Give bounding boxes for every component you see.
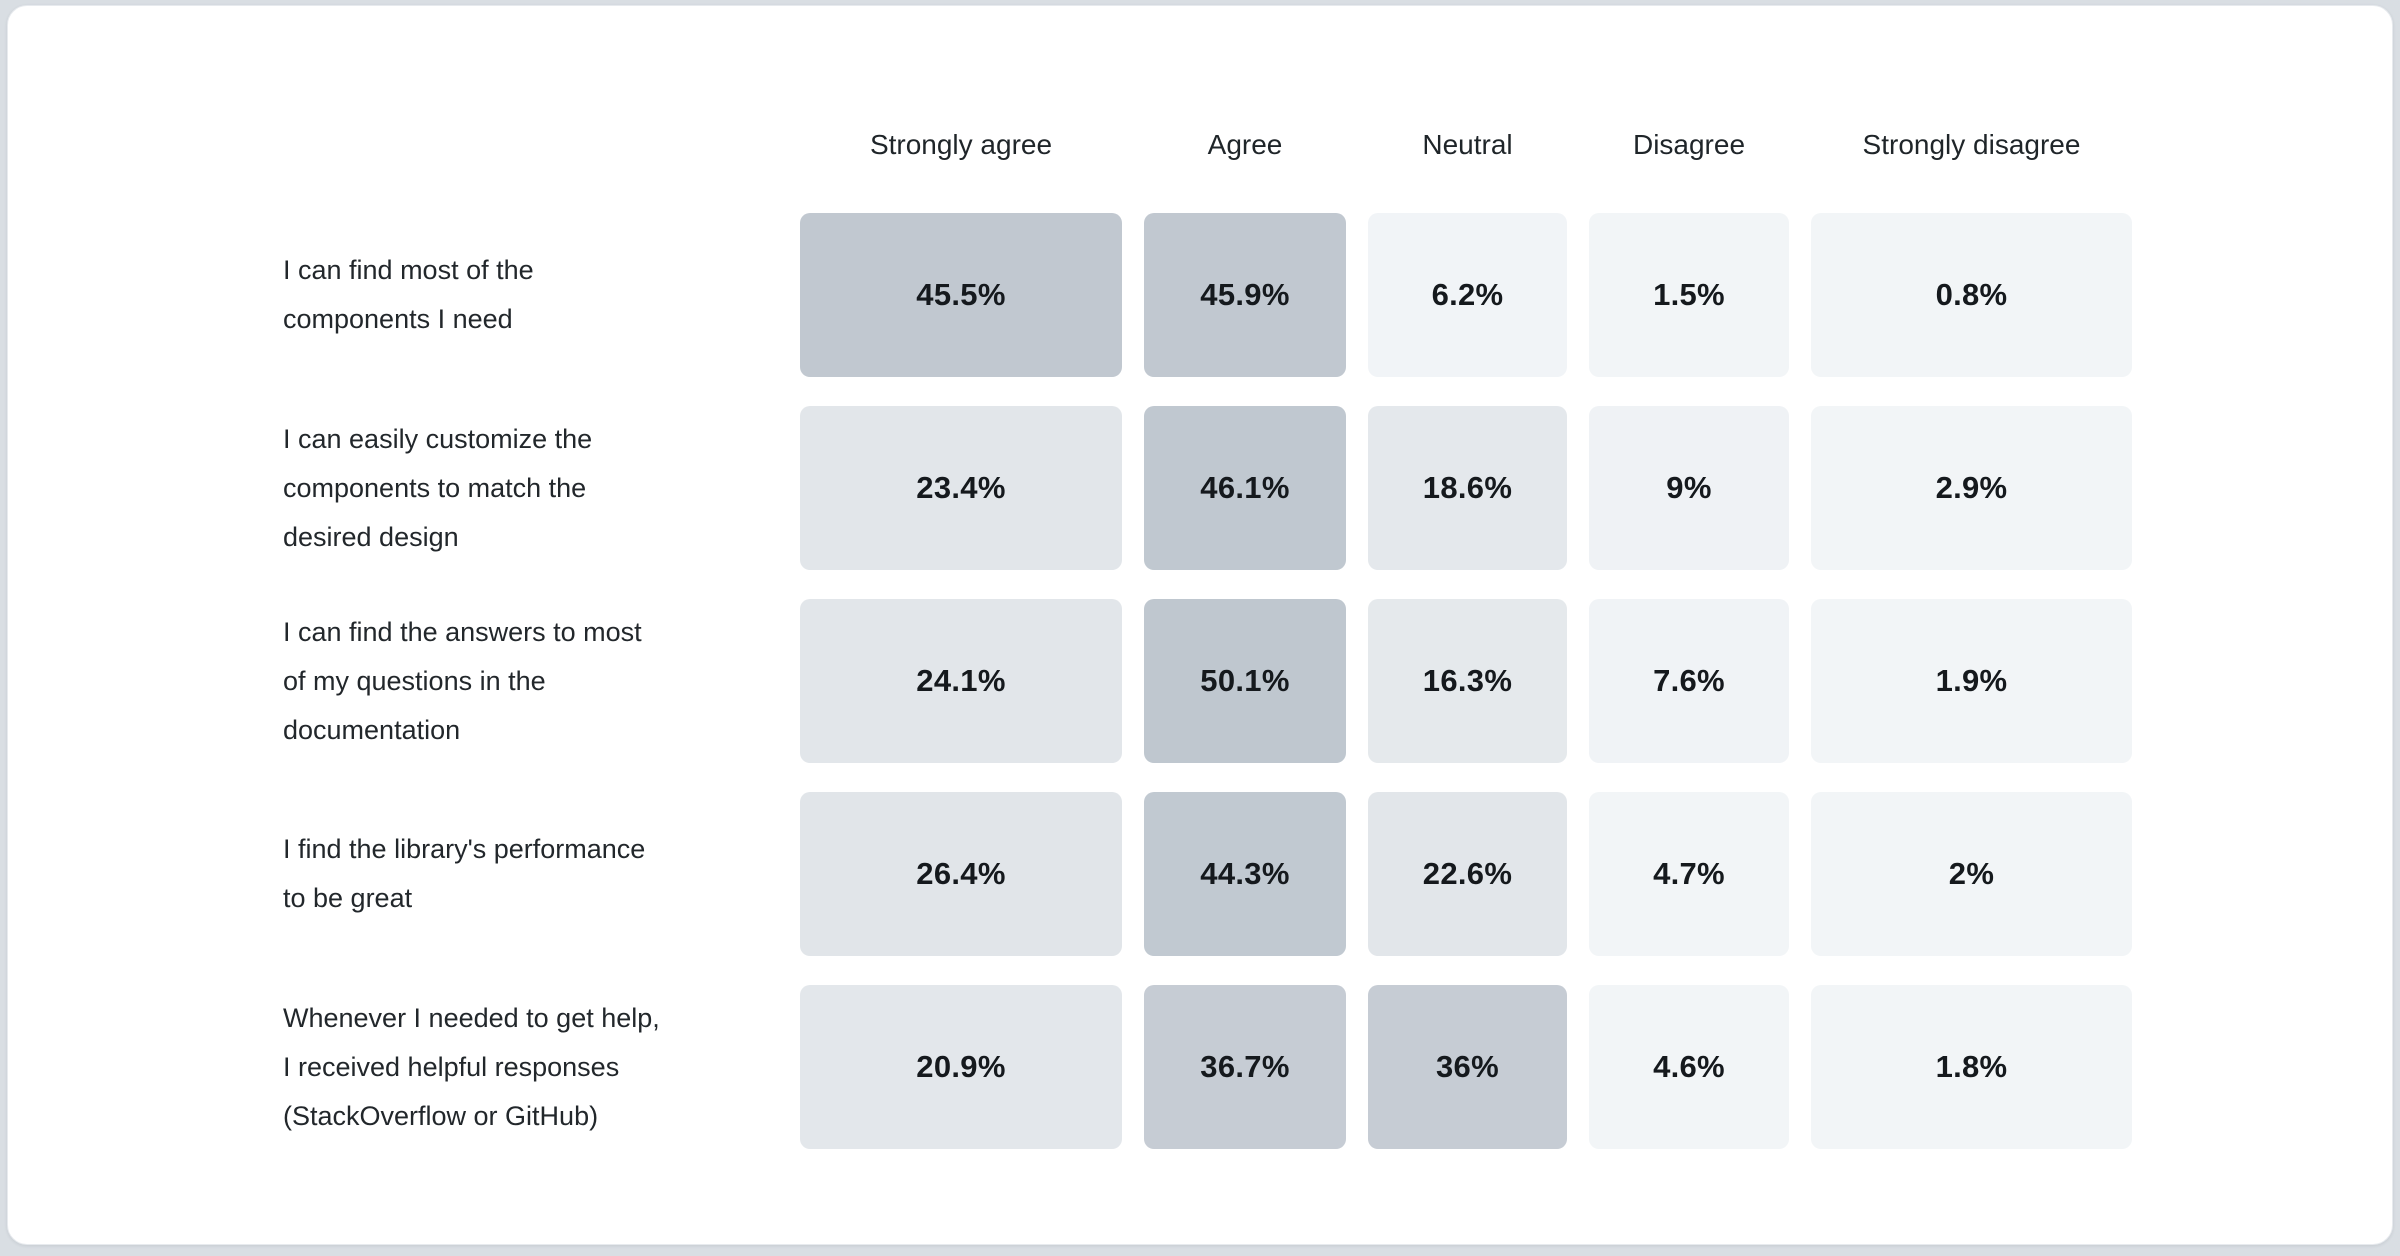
heatmap-cell: 36%: [1368, 985, 1567, 1149]
heatmap-cell: 20.9%: [800, 985, 1122, 1149]
heatmap-cell: 36.7%: [1144, 985, 1346, 1149]
column-header-neutral: Neutral: [1422, 129, 1513, 160]
likert-heatmap-table: Strongly agree Agree Neutral Disagree St…: [283, 106, 2132, 1149]
heatmap-cell: 0.8%: [1811, 213, 2132, 377]
heatmap-cell: 6.2%: [1368, 213, 1567, 377]
heatmap-cell: 18.6%: [1368, 406, 1567, 570]
column-header-disagree: Disagree: [1632, 129, 1746, 160]
heatmap-cell: 2.9%: [1811, 406, 2132, 570]
heatmap-cell: 44.3%: [1144, 792, 1346, 956]
survey-results-card: Strongly agree Agree Neutral Disagree St…: [7, 5, 2393, 1245]
heatmap-cell: 1.5%: [1589, 213, 1789, 377]
heatmap-cell: 46.1%: [1144, 406, 1346, 570]
heatmap-cell: 9%: [1589, 406, 1789, 570]
heatmap-cell: 26.4%: [800, 792, 1122, 956]
row-label-helpful-responses: Whenever I needed to get help, I receive…: [283, 1002, 660, 1131]
heatmap-cell: 1.9%: [1811, 599, 2132, 763]
heatmap-cell: 45.9%: [1144, 213, 1346, 377]
corner-spacer: [283, 106, 778, 184]
heatmap-cell: 1.8%: [1811, 985, 2132, 1149]
row-label-find-components: I can find most of the components I need: [283, 255, 534, 334]
row-label-documentation-answers: I can find the answers to most of my que…: [283, 616, 642, 745]
heatmap-cell: 45.5%: [800, 213, 1122, 377]
heatmap-cell: 22.6%: [1368, 792, 1567, 956]
row-label-library-performance: I find the library's performance to be g…: [283, 834, 646, 913]
heatmap-cell: 23.4%: [800, 406, 1122, 570]
heatmap-cell: 7.6%: [1589, 599, 1789, 763]
heatmap-cell: 16.3%: [1368, 599, 1567, 763]
row-label-customize-components: I can easily customize the components to…: [283, 423, 593, 552]
column-header-strongly-disagree: Strongly disagree: [1862, 129, 2081, 160]
heatmap-cell: 4.6%: [1589, 985, 1789, 1149]
heatmap-cell: 4.7%: [1589, 792, 1789, 956]
heatmap-cell: 50.1%: [1144, 599, 1346, 763]
heatmap-cell: 2%: [1811, 792, 2132, 956]
column-header-agree: Agree: [1207, 129, 1283, 160]
column-header-strongly-agree: Strongly agree: [869, 129, 1053, 160]
heatmap-cell: 24.1%: [800, 599, 1122, 763]
